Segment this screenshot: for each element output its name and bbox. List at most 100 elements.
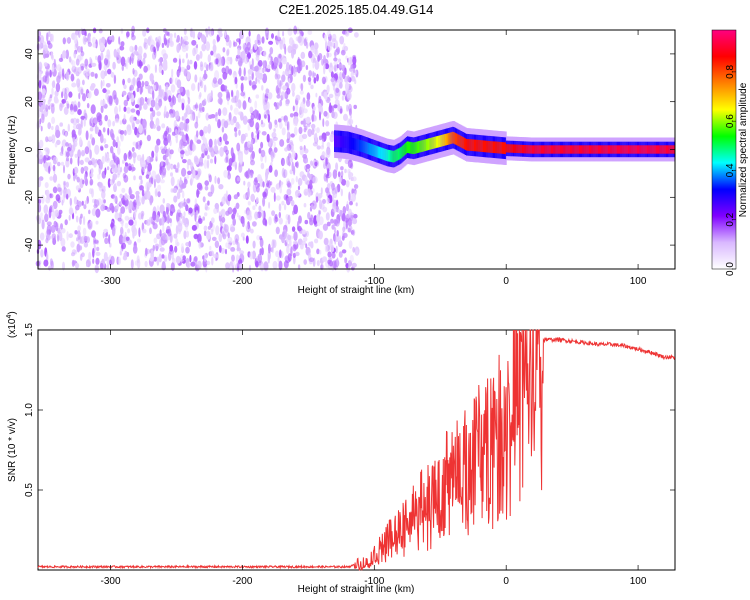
spectrogram-cell bbox=[249, 251, 254, 260]
spectrogram-cell bbox=[121, 218, 124, 227]
spectrogram-cell bbox=[214, 175, 217, 184]
spectrogram-cell bbox=[217, 177, 221, 185]
spectrogram-cell bbox=[73, 34, 78, 45]
spectrogram-cell bbox=[158, 89, 164, 98]
spectrogram-cell bbox=[127, 77, 131, 84]
spectrogram-cell bbox=[180, 66, 186, 72]
spectrogram-signal-cell bbox=[517, 144, 520, 154]
spectrogram-cell bbox=[165, 235, 171, 241]
spectrogram-signal-cell bbox=[447, 133, 449, 145]
spectrogram-cell bbox=[268, 216, 272, 226]
spectrogram-cell bbox=[297, 185, 301, 191]
spectrogram-cell bbox=[129, 84, 134, 91]
spectrogram-signal-cell bbox=[585, 145, 587, 154]
spectrogram-signal-cell bbox=[621, 145, 623, 154]
spectrogram-cell bbox=[144, 247, 148, 257]
spectrogram-cell bbox=[291, 65, 294, 76]
spectrogram-cell bbox=[321, 154, 325, 160]
spectrogram-cell bbox=[310, 241, 314, 248]
spectrogram-cell bbox=[295, 175, 298, 183]
spectrogram-signal-cell bbox=[516, 144, 519, 153]
spectrogram-cell bbox=[85, 68, 91, 77]
spectrogram-cell bbox=[147, 97, 151, 107]
spectrogram-cell bbox=[173, 195, 178, 203]
spectrogram-cell bbox=[68, 233, 73, 239]
spectrogram-cell bbox=[130, 108, 136, 113]
spectrogram-cell bbox=[219, 56, 224, 67]
spectrogram-signal-cell bbox=[465, 138, 467, 150]
spectrogram-cell bbox=[54, 209, 59, 218]
spectrogram-cell bbox=[46, 229, 49, 235]
spectrogram-cell bbox=[303, 259, 308, 265]
spectrogram-cell bbox=[311, 128, 315, 136]
spectrogram-cell bbox=[147, 85, 151, 94]
spectrogram-cell bbox=[102, 127, 106, 133]
spectrogram-cell bbox=[238, 57, 243, 67]
spectrogram-cell bbox=[210, 90, 213, 100]
spectrogram-cell bbox=[206, 230, 211, 240]
spectrogram-cell bbox=[344, 67, 347, 76]
spectrogram-cell bbox=[103, 199, 106, 204]
spectrogram-cell bbox=[124, 193, 128, 201]
spectrogram-cell bbox=[113, 152, 116, 163]
spectrogram-cell bbox=[170, 172, 173, 177]
spectrogram-cell bbox=[329, 133, 335, 143]
spectrogram-cell bbox=[101, 190, 106, 199]
spectrogram-cell bbox=[255, 94, 260, 99]
spectrogram-cell bbox=[225, 248, 227, 255]
spectrogram-signal-cell bbox=[561, 145, 563, 154]
spectrogram-cell bbox=[206, 159, 210, 169]
spectrogram-cell bbox=[76, 243, 81, 253]
spectrogram-cell bbox=[185, 242, 191, 247]
spectrogram-cell bbox=[84, 157, 90, 163]
spectrogram-cell bbox=[167, 163, 172, 168]
spectrogram-cell bbox=[113, 194, 117, 203]
spectrogram-cell bbox=[209, 245, 212, 251]
spectrogram-cell bbox=[109, 259, 112, 266]
spectrogram-signal-cell bbox=[636, 145, 639, 154]
spectrogram-signal-cell bbox=[439, 135, 442, 147]
spectrogram-cell bbox=[338, 251, 343, 258]
spectrogram-cell bbox=[68, 56, 72, 63]
spectrogram-cell bbox=[210, 228, 214, 235]
spectrogram-cell bbox=[154, 243, 160, 250]
spectrogram-cell bbox=[316, 127, 320, 134]
spectrogram-cell bbox=[250, 113, 255, 120]
spectrogram-cell bbox=[134, 219, 137, 226]
spectrogram-cell bbox=[133, 155, 136, 164]
spectrogram-cell bbox=[104, 114, 108, 122]
spectrogram-cell bbox=[274, 73, 278, 80]
spectrogram-cell bbox=[126, 107, 131, 114]
spectrogram-cell bbox=[225, 262, 230, 270]
spectrogram-signal-cell bbox=[351, 137, 353, 150]
spectrogram-signal-cell bbox=[663, 145, 665, 154]
spectrogram-cell bbox=[326, 167, 330, 177]
spectrogram-cell bbox=[112, 173, 117, 181]
spectrogram-signal-cell bbox=[511, 144, 513, 153]
spectrogram-cell bbox=[306, 92, 311, 101]
spectrogram-cell bbox=[105, 157, 111, 163]
spectrogram-cell bbox=[315, 196, 319, 203]
spectrogram-cell bbox=[149, 73, 154, 82]
spectrogram-cell bbox=[284, 120, 288, 127]
spectrogram-cell bbox=[189, 59, 193, 65]
spectrogram-cell bbox=[162, 53, 168, 60]
spectrogram-cell bbox=[139, 185, 144, 191]
spectrogram-cell bbox=[326, 142, 331, 148]
spectrogram-cell bbox=[108, 234, 111, 245]
spectrogram-cell bbox=[81, 149, 85, 157]
spectrogram-signal-cell bbox=[503, 142, 505, 154]
spectrogram-cell bbox=[214, 155, 217, 165]
spectrogram-cell bbox=[51, 87, 54, 96]
spectrogram-cell bbox=[288, 37, 294, 46]
spectrogram-cell bbox=[82, 79, 85, 86]
spectrogram-signal-cell bbox=[525, 145, 527, 154]
spectrogram-cell bbox=[39, 118, 42, 125]
spectrogram-signal-cell bbox=[406, 141, 409, 153]
spectrogram-cell bbox=[123, 165, 129, 174]
spectrogram-cell bbox=[74, 209, 77, 214]
spectrogram-cell bbox=[108, 95, 113, 105]
spectrogram-cell bbox=[50, 33, 54, 41]
spectrogram-cell bbox=[300, 120, 304, 125]
spectrogram-cell bbox=[268, 165, 273, 173]
